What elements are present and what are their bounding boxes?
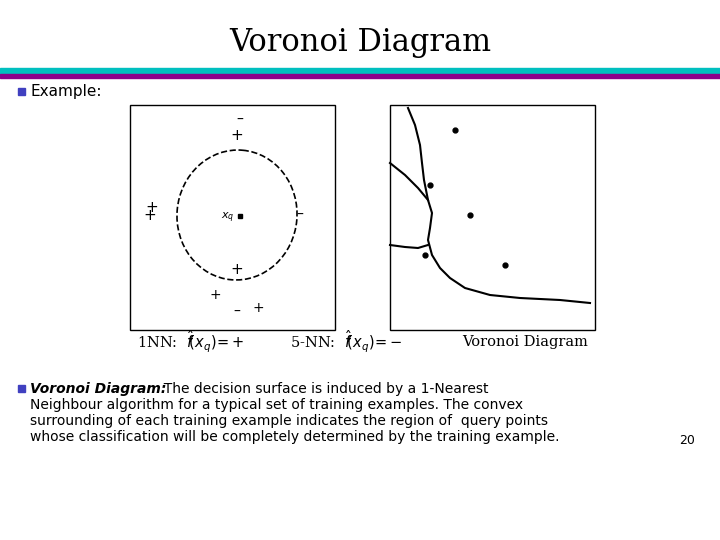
Text: +: +	[230, 262, 243, 278]
Text: +: +	[143, 207, 156, 222]
Bar	[0, 68, 720, 74]
Text: –: –	[297, 208, 303, 222]
Bar	[0, 74, 720, 78]
Text: surrounding of each training example indicates the region of  query points: surrounding of each training example ind…	[30, 414, 548, 428]
Text: +: +	[230, 129, 243, 144]
Text: –: –	[237, 113, 243, 127]
Text: +: +	[145, 200, 158, 215]
Text: $x_q$: $x_q$	[221, 211, 235, 225]
Text: Example:: Example:	[30, 84, 102, 99]
Text: 5-NN:  $\hat{f}\!\left(x_q\right)\!=\!-$: 5-NN: $\hat{f}\!\left(x_q\right)\!=\!-$	[290, 329, 402, 355]
Text: –: –	[233, 305, 240, 319]
Text: 1NN:  $\hat{f}\!\left(x_q\right)\!=\!+$: 1NN: $\hat{f}\!\left(x_q\right)\!=\!+$	[137, 329, 245, 355]
Bar	[390, 105, 595, 330]
Bar	[18, 88, 25, 95]
Text: Voronoi Diagram: Voronoi Diagram	[462, 335, 588, 349]
Text: Voronoi Diagram: Voronoi Diagram	[229, 26, 491, 57]
Text: Voronoi Diagram:: Voronoi Diagram:	[30, 381, 166, 395]
Text: 20: 20	[679, 434, 695, 447]
Text: +: +	[252, 301, 264, 315]
Text: The decision surface is induced by a 1-Nearest: The decision surface is induced by a 1-N…	[155, 381, 488, 395]
Text: Neighbour algorithm for a typical set of training examples. The convex: Neighbour algorithm for a typical set of…	[30, 397, 523, 411]
Bar	[130, 105, 335, 330]
Text: +: +	[210, 288, 221, 302]
Text: whose classification will be completely determined by the training example.: whose classification will be completely …	[30, 429, 559, 443]
Bar	[18, 385, 25, 392]
